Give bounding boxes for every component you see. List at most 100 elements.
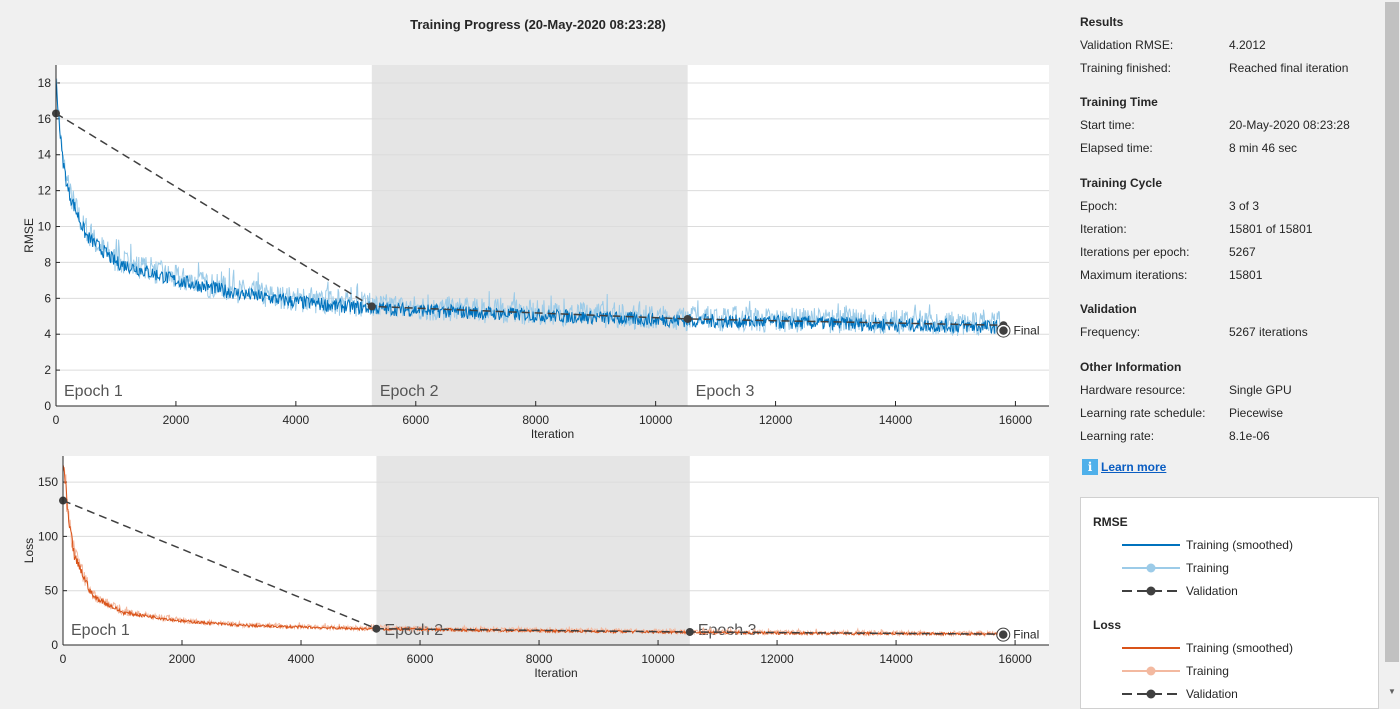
validation-line — [55, 112, 1004, 326]
hardware-value: Single GPU — [1229, 383, 1292, 397]
x-tick-label: 0 — [60, 652, 67, 666]
training-cycle-heading: Training Cycle — [1080, 176, 1163, 190]
epoch-label: Epoch 2 — [384, 622, 443, 639]
scrollbar-thumb[interactable] — [1385, 2, 1399, 662]
legend-label: Training — [1186, 561, 1229, 575]
y-tick-label: 6 — [44, 291, 51, 305]
iterations-per-epoch-label: Iterations per epoch: — [1080, 245, 1190, 259]
elapsed-time-value: 8 min 46 sec — [1229, 141, 1298, 155]
y-tick-label: 0 — [51, 638, 58, 652]
final-point — [997, 324, 1010, 337]
x-tick-label: 6000 — [407, 652, 434, 666]
validation-point — [685, 627, 694, 636]
learn-more[interactable]: i Learn more — [1082, 459, 1166, 475]
epoch-label: Epoch 1 — [64, 383, 123, 400]
x-tick-label: 8000 — [526, 652, 553, 666]
dashed-marker-swatch-icon — [1122, 586, 1180, 596]
epoch-value: 3 of 3 — [1229, 199, 1260, 213]
legend-loss-training: Training — [1122, 664, 1229, 678]
x-tick-label: 10000 — [641, 652, 675, 666]
legend-rmse-heading: RMSE — [1093, 515, 1128, 529]
start-time-label: Start time: — [1080, 118, 1135, 132]
vertical-scrollbar[interactable]: ▼ — [1384, 0, 1400, 700]
frequency-value: 5267 iterations — [1229, 325, 1308, 339]
y-tick-label: 2 — [44, 363, 51, 377]
x-tick-label: 2000 — [169, 652, 196, 666]
max-iterations-label: Maximum iterations: — [1080, 268, 1188, 282]
start-time-value: 20-May-2020 08:23:28 — [1229, 118, 1350, 132]
legend-loss-heading: Loss — [1093, 618, 1122, 632]
elapsed-time-label: Elapsed time: — [1080, 141, 1153, 155]
loss-chart: 0 50 100 150 0 2000 4000 6000 8000 10000 12000 1400… — [22, 456, 1049, 680]
legend-label: Validation — [1186, 584, 1238, 598]
info-icon: i — [1082, 459, 1098, 475]
lr-schedule-label: Learning rate schedule: — [1080, 406, 1206, 420]
y-tick-label: 14 — [38, 148, 52, 162]
epoch-label: Epoch 1 — [71, 622, 130, 639]
final-point-ring — [996, 323, 1011, 338]
dashed-marker-swatch-icon — [1122, 689, 1180, 699]
marker-line-swatch-icon — [1122, 563, 1180, 573]
y-axis-label: Loss — [22, 538, 36, 563]
final-label: Final — [1013, 628, 1039, 642]
training-smoothed-line — [55, 78, 1004, 335]
hardware-label: Hardware resource: — [1080, 383, 1186, 397]
y-tick-label: 12 — [38, 184, 52, 198]
legend-loss-smoothed: Training (smoothed) — [1122, 641, 1293, 655]
epoch-label: Epoch 2 — [380, 383, 439, 400]
x-tick-label: 2000 — [163, 413, 190, 427]
validation-point — [683, 314, 692, 323]
x-tick-label: 16000 — [998, 652, 1032, 666]
validation-rmse-value: 4.2012 — [1229, 38, 1266, 52]
y-tick-label: 8 — [44, 255, 51, 269]
lr-schedule-value: Piecewise — [1229, 406, 1284, 420]
legend-rmse-training: Training — [1122, 561, 1229, 575]
x-axis-label: Iteration — [531, 427, 574, 441]
validation-rmse-label: Validation RMSE: — [1080, 38, 1174, 52]
page-title: Training Progress (20-May-2020 08:23:28) — [410, 17, 666, 32]
iteration-label: Iteration: — [1080, 222, 1127, 236]
training-finished-value: Reached final iteration — [1229, 61, 1349, 75]
y-tick-label: 150 — [38, 475, 58, 489]
validation-heading: Validation — [1080, 302, 1137, 316]
legend-loss-validation: Validation — [1122, 687, 1238, 701]
legend-label: Training — [1186, 664, 1229, 678]
final-point — [997, 628, 1009, 641]
epoch-shade — [376, 456, 690, 645]
x-tick-label: 0 — [53, 413, 60, 427]
x-tick-label: 4000 — [288, 652, 315, 666]
y-tick-label: 10 — [38, 220, 52, 234]
training-time-heading: Training Time — [1080, 95, 1158, 109]
legend-label: Validation — [1186, 687, 1238, 701]
x-tick-label: 10000 — [639, 413, 673, 427]
x-tick-label: 6000 — [402, 413, 429, 427]
legend-label: Training (smoothed) — [1186, 641, 1293, 655]
final-label: Final — [1013, 324, 1039, 338]
x-tick-label: 8000 — [522, 413, 549, 427]
scroll-down-arrow-icon[interactable]: ▼ — [1388, 687, 1396, 696]
results-heading: Results — [1080, 15, 1124, 29]
y-tick-label: 18 — [38, 76, 52, 90]
rmse-chart: 0 2 4 6 8 10 12 14 16 18 0 2000 4000 6000 8000 10000 120… — [22, 65, 1049, 441]
learning-rate-label: Learning rate: — [1080, 429, 1155, 443]
x-axis-label: Iteration — [534, 666, 577, 680]
epoch-label: Epoch 3 — [696, 383, 755, 400]
x-tick-label: 16000 — [999, 413, 1033, 427]
x-tick-label: 14000 — [879, 652, 913, 666]
epoch-shade — [371, 65, 688, 406]
legend-label: Training (smoothed) — [1186, 538, 1293, 552]
validation-point — [367, 302, 376, 311]
other-info-heading: Other Information — [1080, 360, 1182, 374]
legend-rmse-smoothed: Training (smoothed) — [1122, 538, 1293, 552]
y-tick-label: 50 — [45, 584, 59, 598]
validation-point — [372, 624, 381, 633]
training-finished-label: Training finished: — [1080, 61, 1171, 75]
training-smoothed-line — [62, 464, 1004, 637]
epoch-label: Epoch: — [1080, 199, 1118, 213]
marker-line-swatch-icon — [1122, 666, 1180, 676]
line-swatch-icon — [1122, 544, 1180, 546]
max-iterations-value: 15801 — [1229, 268, 1263, 282]
x-tick-label: 12000 — [759, 413, 793, 427]
learn-more-link[interactable]: Learn more — [1101, 460, 1167, 474]
y-tick-label: 4 — [44, 327, 51, 341]
